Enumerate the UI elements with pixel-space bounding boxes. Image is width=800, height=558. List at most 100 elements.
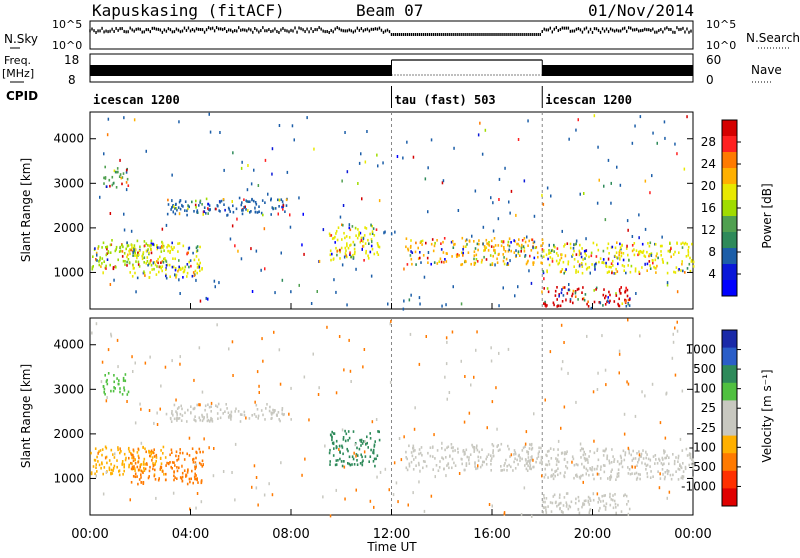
echo-cell xyxy=(264,158,267,162)
echo-cell xyxy=(154,462,157,465)
echo-cell xyxy=(599,257,602,260)
echo-cell xyxy=(143,261,145,264)
echo-cell xyxy=(302,212,304,216)
echo-cell xyxy=(673,462,676,466)
echo-cell xyxy=(280,461,282,465)
echo-cell xyxy=(114,249,117,253)
echo-cell xyxy=(490,457,493,460)
echo-cell xyxy=(588,473,590,477)
echo-cell xyxy=(102,271,104,275)
echo-cell xyxy=(442,240,444,244)
echo-cell xyxy=(595,288,597,291)
echo-cell xyxy=(169,251,171,254)
echo-cell xyxy=(264,418,266,421)
echo-cell xyxy=(117,446,119,449)
echo-cell xyxy=(602,449,605,453)
echo-cell xyxy=(180,477,183,480)
echo-cell xyxy=(618,253,620,257)
echo-cell xyxy=(187,468,189,471)
echo-cell xyxy=(626,244,628,248)
echo-cell xyxy=(177,206,180,209)
echo-cell xyxy=(136,475,138,478)
echo-cell xyxy=(477,459,480,462)
echo-cell xyxy=(557,453,559,457)
echo-cell xyxy=(503,511,506,515)
echo-cell xyxy=(552,301,555,305)
echo-cell xyxy=(170,417,172,421)
echo-cell xyxy=(160,246,163,250)
echo-cell xyxy=(604,464,606,467)
echo-cell xyxy=(486,426,488,430)
echo-cell xyxy=(132,370,134,373)
echo-cell xyxy=(243,414,246,417)
nsearch-tick-top: 10^5 xyxy=(706,18,736,31)
echo-cell xyxy=(338,335,341,338)
echo-cell xyxy=(329,460,331,463)
echo-cell xyxy=(631,249,634,253)
colorbar-swatch xyxy=(722,365,737,384)
echo-cell xyxy=(517,463,519,466)
echo-cell xyxy=(508,248,510,252)
echo-cell xyxy=(475,446,478,450)
echo-cell xyxy=(103,391,105,394)
echo-cell xyxy=(466,455,469,459)
echo-cell xyxy=(153,267,155,271)
echo-cell xyxy=(137,447,140,451)
echo-cell xyxy=(565,298,567,302)
echo-cell xyxy=(182,276,184,279)
colorbar-swatch xyxy=(722,330,737,349)
echo-cell xyxy=(636,476,639,480)
echo-cell xyxy=(189,480,191,484)
echo-cell xyxy=(585,254,588,257)
echo-cell xyxy=(623,412,626,416)
echo-cell xyxy=(246,188,249,192)
echo-cell xyxy=(560,270,562,273)
echo-cell xyxy=(217,417,219,420)
echo-cell xyxy=(102,472,104,476)
echo-cell xyxy=(363,348,366,351)
echo-cell xyxy=(134,467,136,470)
echo-cell xyxy=(520,246,523,250)
echo-cell xyxy=(196,478,198,482)
echo-cell xyxy=(588,511,591,514)
echo-cell xyxy=(377,430,379,433)
echo-cell xyxy=(360,152,362,156)
echo-cell xyxy=(201,390,204,394)
echo-cell xyxy=(393,461,396,465)
echo-cell xyxy=(669,473,672,477)
echo-cell xyxy=(641,390,643,394)
echo-cell xyxy=(682,462,684,465)
echo-cell xyxy=(142,481,145,484)
echo-cell xyxy=(201,459,204,463)
echo-cell xyxy=(614,502,617,506)
echo-cell xyxy=(639,249,641,253)
echo-cell xyxy=(339,215,342,219)
echo-cell xyxy=(322,228,325,232)
echo-cell xyxy=(98,450,100,453)
echo-cell xyxy=(627,382,630,386)
echo-cell xyxy=(145,450,147,454)
echo-cell xyxy=(331,430,333,434)
echo-cell xyxy=(130,467,133,471)
echo-cell xyxy=(335,232,337,235)
echo-cell xyxy=(530,249,533,252)
echo-cell xyxy=(523,246,526,250)
echo-cell xyxy=(226,407,228,410)
echo-cell xyxy=(405,466,408,470)
echo-cell xyxy=(91,266,94,269)
echo-cell xyxy=(580,252,582,255)
echo-cell xyxy=(575,271,577,274)
echo-cell xyxy=(629,270,632,274)
echo-cell xyxy=(347,246,350,250)
echo-cell xyxy=(476,467,479,470)
echo-cell xyxy=(513,449,516,452)
echo-cell xyxy=(247,164,249,167)
echo-cell xyxy=(558,496,561,499)
echo-cell xyxy=(473,257,475,261)
echo-cell xyxy=(583,192,585,195)
echo-cell xyxy=(590,251,593,255)
echo-cell xyxy=(102,492,105,496)
echo-cell xyxy=(106,461,108,465)
echo-cell xyxy=(196,403,198,407)
echo-cell xyxy=(251,290,254,293)
